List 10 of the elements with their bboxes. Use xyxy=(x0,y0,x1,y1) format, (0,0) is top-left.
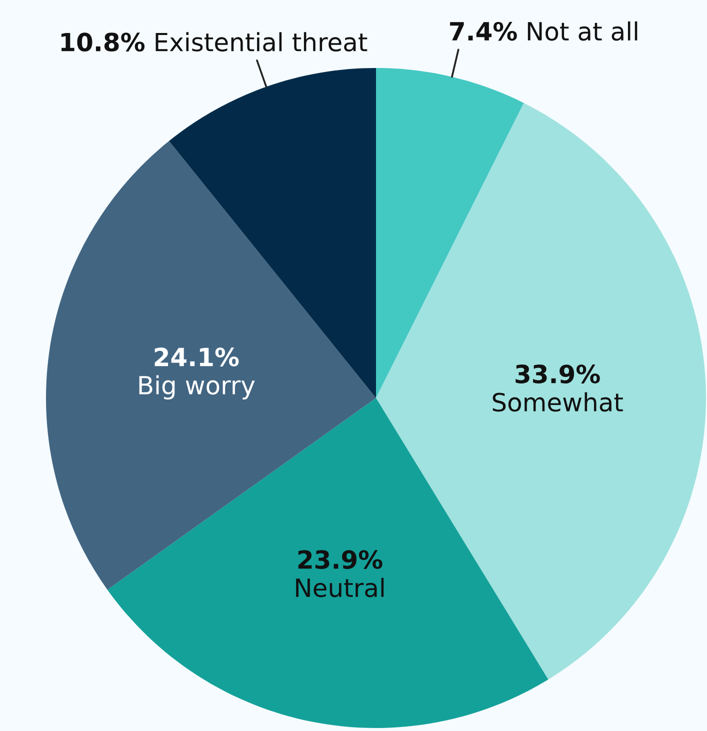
slice-label: Not at all xyxy=(528,21,638,41)
slice-label: Neutral xyxy=(296,578,384,598)
slice-label: Big worry xyxy=(139,375,255,400)
data-label: 24.1% xyxy=(154,348,239,366)
data-label: 7.4% xyxy=(450,22,517,41)
slice-label: Somewhat xyxy=(492,392,623,412)
data-label: 23.9% xyxy=(298,550,382,570)
data-label: 10.8% xyxy=(61,32,145,52)
data-label: 33.9% xyxy=(516,364,600,384)
slice-label: Existential threat xyxy=(156,32,368,52)
